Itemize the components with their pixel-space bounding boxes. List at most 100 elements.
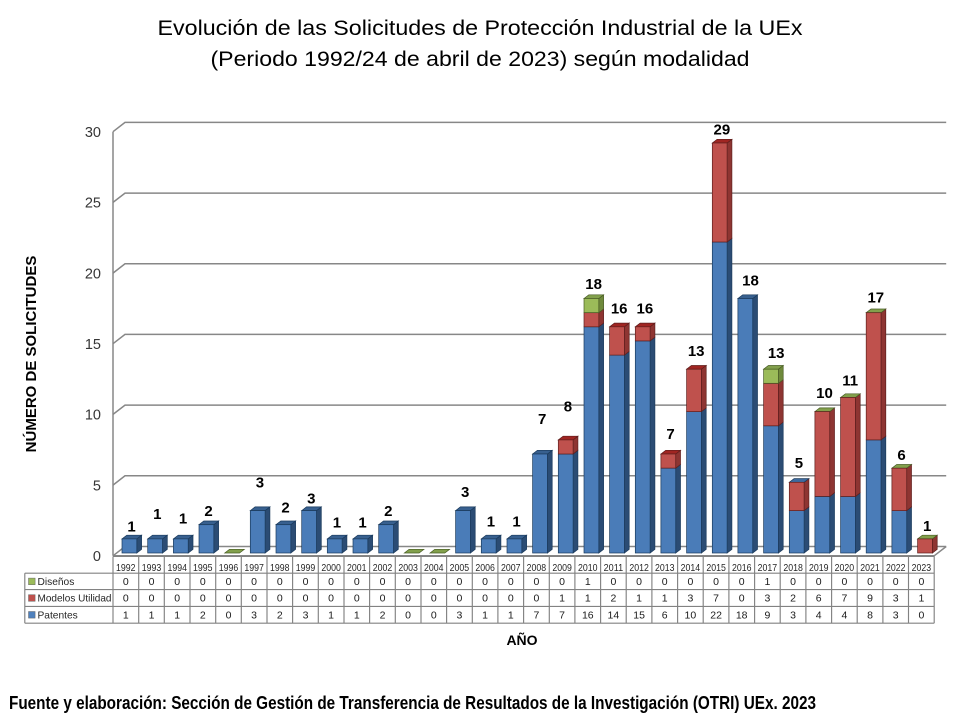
svg-text:0: 0: [380, 576, 386, 588]
svg-text:0: 0: [303, 593, 309, 605]
svg-text:7: 7: [538, 411, 546, 428]
svg-text:2007: 2007: [501, 562, 521, 574]
svg-text:11: 11: [842, 373, 858, 390]
svg-text:1996: 1996: [219, 562, 239, 574]
svg-text:15: 15: [85, 337, 101, 353]
svg-text:0: 0: [533, 576, 539, 588]
svg-text:1: 1: [585, 576, 591, 588]
svg-text:2: 2: [204, 503, 212, 520]
svg-text:1: 1: [123, 610, 129, 622]
svg-text:0: 0: [200, 593, 206, 605]
svg-text:0: 0: [790, 576, 796, 588]
svg-text:13: 13: [688, 343, 705, 360]
svg-text:1999: 1999: [296, 562, 316, 574]
svg-text:1: 1: [918, 593, 924, 605]
svg-text:1: 1: [512, 514, 520, 531]
svg-text:0: 0: [93, 549, 101, 565]
svg-text:3: 3: [461, 484, 469, 501]
svg-text:7: 7: [533, 610, 539, 622]
svg-text:0: 0: [251, 593, 257, 605]
svg-text:NÚMERO DE SOLICITUDES: NÚMERO DE SOLICITUDES: [22, 256, 40, 453]
svg-text:7: 7: [559, 610, 565, 622]
svg-text:2013: 2013: [655, 562, 675, 574]
svg-text:3: 3: [456, 610, 462, 622]
svg-text:1: 1: [358, 515, 366, 532]
svg-text:22: 22: [710, 610, 722, 622]
svg-text:0: 0: [303, 576, 309, 588]
svg-text:Diseños: Diseños: [38, 577, 75, 588]
svg-text:18: 18: [585, 276, 602, 293]
svg-text:0: 0: [149, 593, 155, 605]
svg-text:2: 2: [277, 610, 283, 622]
svg-text:18: 18: [736, 610, 748, 622]
svg-text:2006: 2006: [475, 562, 495, 574]
svg-text:1: 1: [333, 515, 341, 532]
svg-text:2010: 2010: [578, 562, 598, 574]
svg-text:2019: 2019: [809, 562, 829, 574]
svg-text:0: 0: [482, 593, 488, 605]
svg-text:5: 5: [93, 478, 101, 494]
svg-text:16: 16: [637, 301, 654, 318]
svg-text:0: 0: [816, 576, 822, 588]
svg-text:6: 6: [897, 447, 905, 464]
svg-text:3: 3: [764, 593, 770, 605]
svg-text:0: 0: [636, 576, 642, 588]
svg-text:8: 8: [867, 610, 873, 622]
svg-text:2003: 2003: [398, 562, 418, 574]
svg-text:6: 6: [816, 593, 822, 605]
svg-text:1: 1: [585, 593, 591, 605]
svg-text:1: 1: [559, 593, 565, 605]
svg-text:2020: 2020: [835, 562, 855, 574]
svg-text:0: 0: [456, 593, 462, 605]
svg-text:2004: 2004: [424, 562, 444, 574]
svg-text:0: 0: [354, 576, 360, 588]
svg-text:0: 0: [431, 610, 437, 622]
svg-text:30: 30: [85, 125, 101, 141]
svg-text:17: 17: [867, 290, 884, 307]
svg-text:1995: 1995: [193, 562, 213, 574]
svg-text:1: 1: [764, 576, 770, 588]
svg-text:1: 1: [328, 610, 334, 622]
svg-text:2000: 2000: [321, 562, 341, 574]
svg-text:1992: 1992: [116, 562, 136, 574]
svg-text:3: 3: [303, 610, 309, 622]
svg-text:2008: 2008: [527, 562, 547, 574]
svg-text:0: 0: [174, 593, 180, 605]
svg-text:0: 0: [918, 610, 924, 622]
svg-text:1: 1: [174, 610, 180, 622]
svg-text:2005: 2005: [450, 562, 470, 574]
svg-text:1: 1: [487, 514, 495, 531]
svg-text:1: 1: [153, 506, 161, 523]
svg-text:0: 0: [405, 610, 411, 622]
svg-text:1: 1: [636, 593, 642, 605]
svg-text:0: 0: [380, 593, 386, 605]
svg-text:0: 0: [123, 576, 129, 588]
svg-text:1: 1: [508, 610, 514, 622]
svg-text:0: 0: [867, 576, 873, 588]
svg-text:Evolución de las Solicitudes d: Evolución de las Solicitudes de Protecci…: [158, 16, 803, 40]
svg-text:0: 0: [893, 576, 899, 588]
svg-text:2011: 2011: [604, 562, 624, 574]
svg-text:1994: 1994: [167, 562, 187, 574]
svg-text:7: 7: [841, 593, 847, 605]
svg-text:2016: 2016: [732, 562, 752, 574]
svg-text:3: 3: [790, 610, 796, 622]
svg-text:2: 2: [610, 593, 616, 605]
svg-text:6: 6: [662, 610, 668, 622]
svg-text:2015: 2015: [706, 562, 726, 574]
svg-text:0: 0: [739, 593, 745, 605]
svg-text:1: 1: [662, 593, 668, 605]
svg-text:3: 3: [687, 593, 693, 605]
svg-text:2017: 2017: [758, 562, 778, 574]
svg-text:3: 3: [307, 490, 315, 507]
svg-text:3: 3: [893, 610, 899, 622]
svg-text:4: 4: [816, 610, 822, 622]
svg-text:0: 0: [328, 576, 334, 588]
svg-text:1997: 1997: [244, 562, 264, 574]
svg-text:2023: 2023: [912, 562, 932, 574]
svg-text:0: 0: [559, 576, 565, 588]
svg-text:Modelos Utilidad: Modelos Utilidad: [38, 594, 112, 605]
svg-text:0: 0: [226, 576, 232, 588]
svg-text:0: 0: [277, 576, 283, 588]
svg-text:1998: 1998: [270, 562, 290, 574]
